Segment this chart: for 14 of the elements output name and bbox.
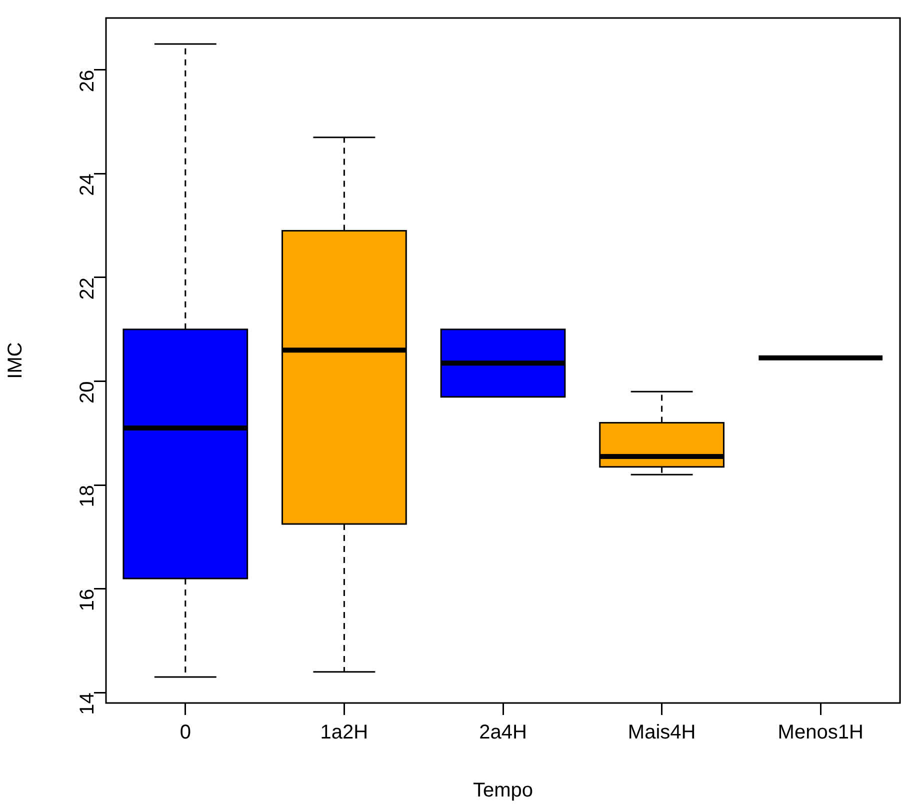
x-tick-label: Menos1H — [778, 722, 864, 744]
y-axis-title: IMC — [4, 342, 27, 379]
x-tick-label: 1a2H — [320, 722, 368, 744]
y-tick-label: 20 — [76, 381, 99, 404]
y-tick-label: 18 — [76, 485, 99, 508]
y-tick-label: 16 — [76, 588, 99, 612]
y-tick-label: 14 — [76, 692, 99, 715]
x-axis-title: Tempo — [472, 780, 534, 802]
y-tick-label: 24 — [76, 174, 99, 196]
y-tick-label: 22 — [76, 277, 99, 300]
x-tick-label: 0 — [180, 722, 191, 744]
y-tick-label: 26 — [76, 70, 99, 92]
x-tick-label: 2a4H — [479, 722, 527, 744]
x-tick-label: Mais4H — [628, 722, 696, 744]
